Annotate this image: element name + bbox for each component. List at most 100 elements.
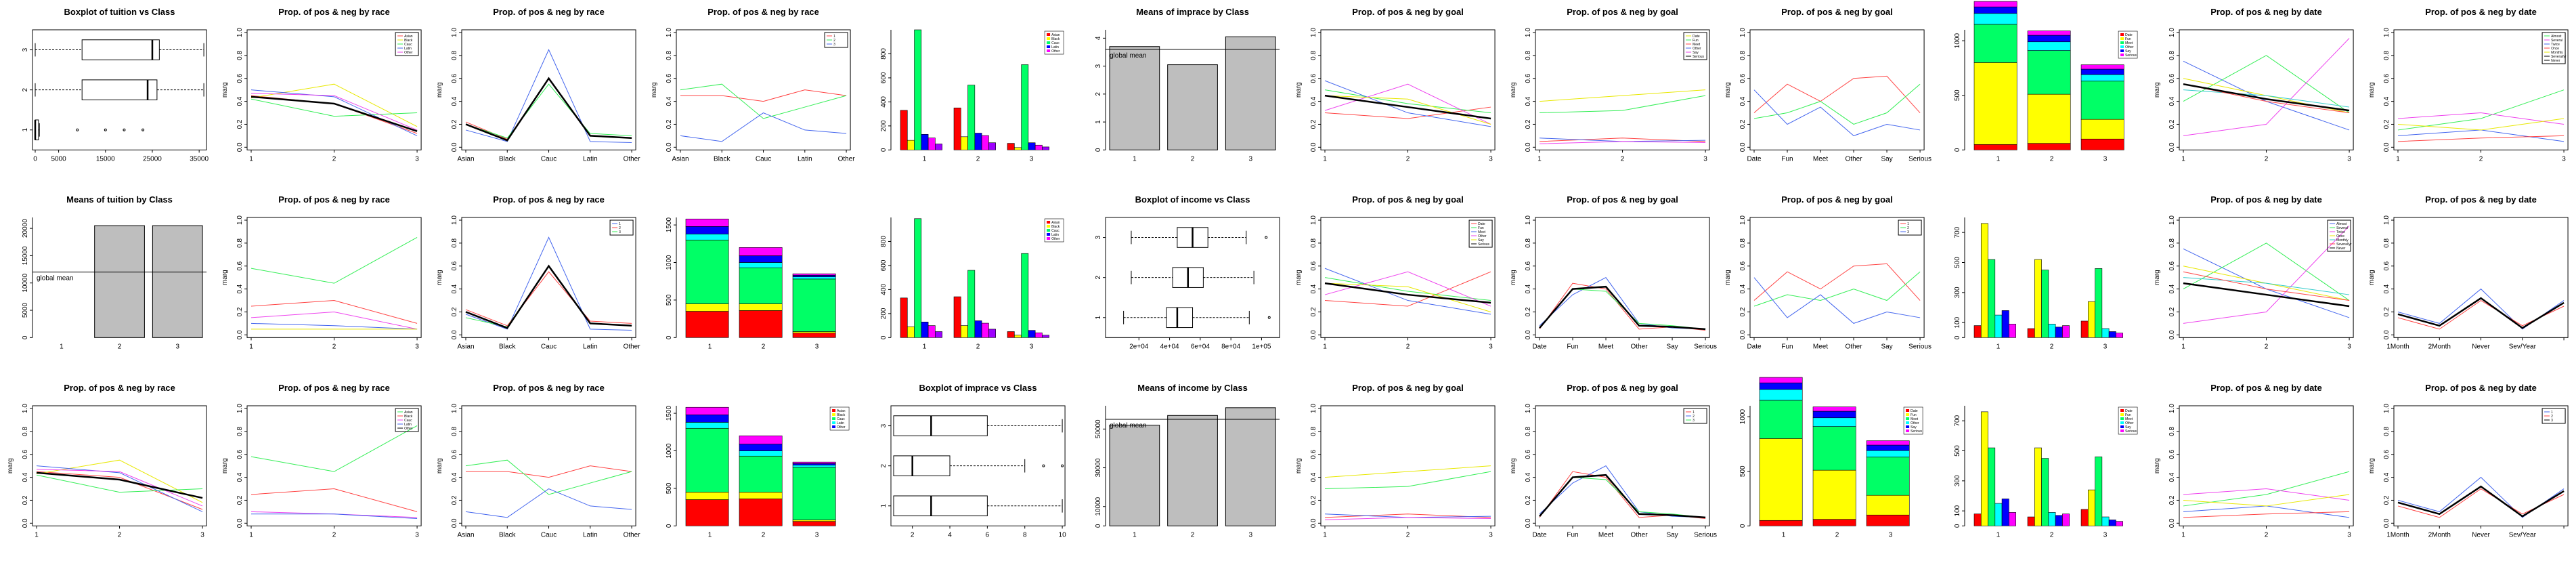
chart-panel-r2c3: 0 500 1000 1500 1 2 3 Asian Black Cauc Latin Other (644, 376, 858, 564)
x-tick-label: 3 (1249, 531, 1253, 539)
series-line (250, 98, 418, 117)
series-line (466, 266, 632, 328)
series-line (465, 77, 632, 140)
bar (2034, 447, 2042, 526)
bar (900, 110, 908, 150)
chart-panel-r1c8: Prop. of pos & neg by goal 0.0 0.2 0.4 0.6 0.… (1718, 188, 1932, 375)
plot-frame (1320, 29, 1496, 150)
legend-label: Latin (1051, 45, 1059, 49)
bar-segment (2027, 41, 2071, 51)
legend-label: Fun (1911, 413, 1917, 417)
y-tick-label: 0.0 (22, 518, 29, 528)
y-tick-label: 0.2 (1525, 119, 1532, 129)
y-tick-label: 0.8 (1310, 238, 1317, 248)
y-tick-label: 0.6 (236, 73, 244, 83)
x-tick-label: 2 (332, 343, 336, 351)
x-tick-label: 2 (1191, 155, 1195, 163)
plot-frame (1749, 217, 1925, 339)
y-axis-label: marg (1295, 270, 1303, 286)
bar (94, 225, 145, 339)
x-tick-label: 3 (415, 343, 419, 351)
y-tick-label: 0.2 (236, 119, 244, 129)
y-tick-label: 0.6 (1310, 73, 1317, 83)
bar-segment (1759, 377, 1803, 383)
x-tick-label: 1 (1781, 531, 1785, 539)
bar (954, 297, 961, 338)
plot-frame (2393, 29, 2569, 150)
legend-label: Cauc (837, 417, 845, 421)
legend-label: Other (1051, 49, 1060, 54)
legend-label: Asian (404, 35, 413, 39)
y-tick-label: 2 (22, 87, 29, 91)
chart-panel-r1c5: Boxplot of income vs Class 2e+04 4e+04 6e+0… (1073, 188, 1288, 375)
legend-label: Latin (404, 47, 412, 51)
y-tick-label: 0.8 (665, 50, 673, 60)
legend-swatch (2120, 37, 2124, 40)
bar-segment (2080, 68, 2124, 75)
y-tick-label: 200 (880, 120, 888, 131)
bar-segment (685, 421, 729, 429)
legend-label: Latin (837, 421, 844, 425)
bar (974, 133, 982, 150)
bar (907, 327, 915, 338)
bar (2101, 516, 2110, 526)
legend-swatch (2120, 33, 2124, 36)
legend-label: Several/yr (2336, 243, 2352, 247)
bar (1980, 223, 1988, 338)
chart-svg: Prop. of pos & neg by race 0.0 0.2 0.4 0.6 0.… (7, 383, 207, 539)
series-line (2183, 226, 2350, 324)
bar (1109, 46, 1160, 150)
bar (2108, 519, 2116, 526)
chart-title: Boxplot of imprace vs Class (919, 383, 1037, 393)
bar-segment (685, 311, 729, 338)
x-tick-label: Fun (1781, 343, 1793, 351)
outlier (1061, 464, 1064, 467)
bar-segment (2080, 138, 2124, 150)
y-tick-label: 0 (1095, 148, 1102, 152)
y-axis-label: marg (1724, 270, 1732, 286)
bar (1994, 315, 2003, 338)
series-line (1753, 83, 1921, 125)
y-tick-label: 0.0 (1525, 330, 1532, 339)
x-tick-label: 3 (1703, 155, 1707, 163)
y-tick-label: 0.4 (1739, 285, 1747, 294)
y-tick-label: 0.2 (2383, 307, 2391, 316)
x-tick-label: Date (1532, 343, 1547, 351)
y-tick-label: 0.6 (2168, 261, 2176, 271)
y-axis-label: marg (221, 82, 229, 98)
bar (1035, 144, 1043, 150)
x-tick-label: 6 (986, 531, 990, 539)
chart-title: Prop. of pos & neg by date (2425, 7, 2537, 17)
y-tick-label: 1.0 (1310, 28, 1317, 37)
series-line (250, 425, 418, 472)
y-axis-label: marg (2368, 458, 2376, 474)
series-line (1324, 277, 1491, 301)
x-tick-label: 3 (415, 531, 419, 539)
chart-panel-r0c3: Prop. of pos & neg by race 0.0 0.2 0.4 0.6 0.… (644, 0, 858, 188)
legend-label: Say (2125, 425, 2131, 429)
y-tick-label: 3 (1095, 236, 1102, 240)
y-tick-label: 0 (880, 335, 888, 339)
series-line (1324, 80, 1491, 127)
series-line (1324, 83, 1491, 125)
bar-segment (793, 463, 836, 465)
chart-panel-r2c11: Prop. of pos & neg by date 0.0 0.2 0.4 0.6 0.… (2361, 376, 2576, 564)
x-tick-label: 2 (2265, 343, 2269, 351)
x-tick-label: 2 (911, 531, 915, 539)
bar-segment (685, 226, 729, 235)
y-tick-label: 0 (1095, 524, 1102, 528)
legend-label: 2 (1907, 226, 1909, 230)
bar (1028, 330, 1036, 338)
y-tick-label: 0.0 (1310, 142, 1317, 152)
legend-label: Never (2336, 247, 2346, 251)
x-tick-label: 1 (1996, 343, 2000, 351)
bar (928, 138, 936, 150)
box (893, 495, 988, 516)
plot-frame (1320, 405, 1496, 526)
bar (2080, 320, 2089, 338)
legend-swatch (2120, 54, 2124, 56)
x-tick-label: 1 (1996, 155, 2000, 163)
chart-svg: Prop. of pos & neg by date 0.0 0.2 0.4 0.6 0.… (2154, 7, 2354, 163)
